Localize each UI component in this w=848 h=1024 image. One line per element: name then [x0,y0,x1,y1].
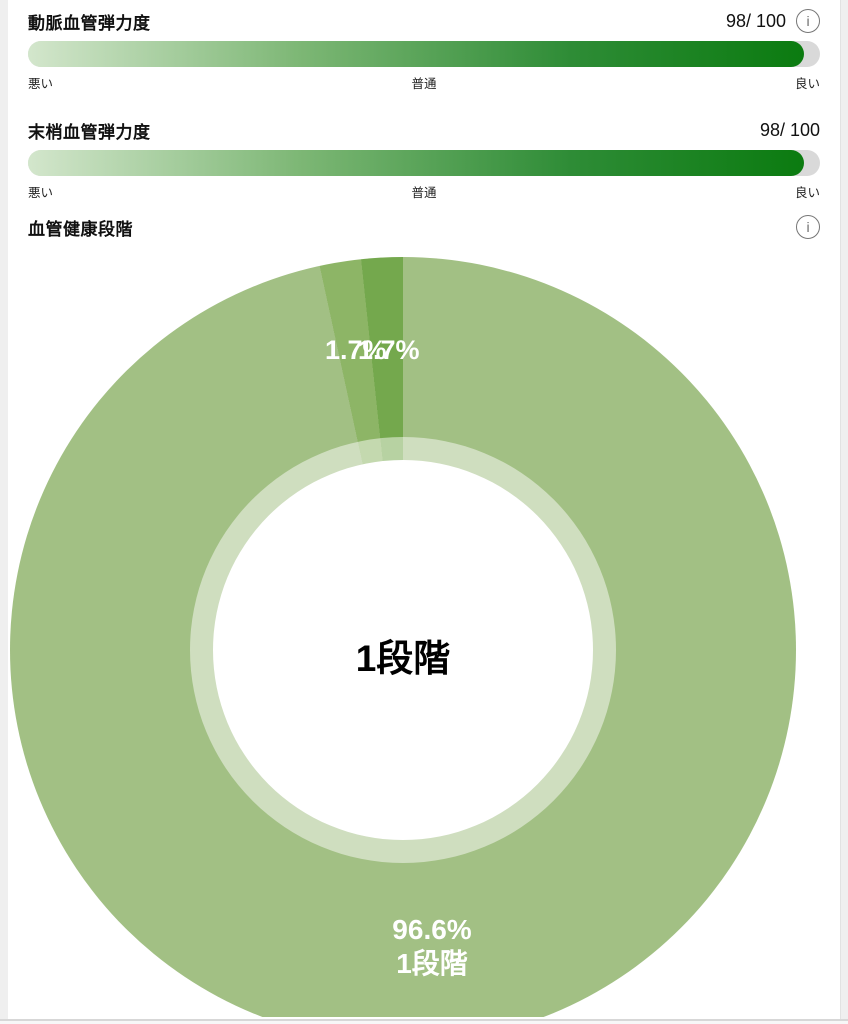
donut-overlay [10,257,796,1017]
metric-title: 動脈血管弾力度 [28,13,151,33]
stage-title: 血管健康段階 [28,219,133,239]
info-icon[interactable]: i [796,9,820,33]
scale-label-normal: 普通 [411,77,437,91]
scale-label-normal: 普通 [411,186,437,200]
slice-label-main: 96.6% 1段階 [392,913,471,981]
metric-peripheral-elasticity: 末梢血管弾力度 98/ 100 悪い 普通 良い [28,117,820,200]
scale-label-bad: 悪い [28,186,54,200]
elasticity-gauge-track [28,41,820,67]
stage-donut-chart: 1.7% 1.7% 96.6% 1段階 1段階 [8,249,840,1017]
scale-label-bad: 悪い [28,77,54,91]
scrollbar-gutter [840,0,848,1024]
elasticity-gauge-fill [28,150,805,176]
info-icon[interactable]: i [796,215,820,239]
vessel-health-stage-section: 血管健康段階 i 1.7% 1.7% 96.6% 1段階 1段階 [10,213,820,1017]
slice-label-2: 1.7% [325,335,387,365]
metric-score: 98/ 100 [759,119,820,140]
metric-score: 98/ 100 [725,10,786,31]
scale-label-good: 良い [794,186,820,200]
stage-header: 血管健康段階 i [28,213,820,241]
metric-header: 末梢血管弾力度 98/ 100 [28,117,820,143]
next-section-background [0,1021,848,1024]
gauge-scale-labels: 悪い 普通 良い [28,73,820,91]
elasticity-gauge-fill [28,41,805,67]
metric-header: 動脈血管弾力度 98/ 100 i [28,8,820,34]
elasticity-gauge-track [28,150,820,176]
donut-hole [213,460,593,840]
donut-center-label: 1段階 [355,638,451,679]
scale-label-good: 良い [794,77,820,91]
content-area: 動脈血管弾力度 98/ 100 i 悪い 普通 良い 末梢血管弾力度 98/ 1… [8,0,840,1024]
metric-title: 末梢血管弾力度 [28,122,151,142]
gauge-scale-labels: 悪い 普通 良い [28,182,820,200]
slice-main-percent: 96.6% [392,914,472,945]
section-divider [0,1019,848,1021]
slice-label-3: 1.7% [358,335,420,365]
slice-main-name: 1段階 [396,948,468,979]
metric-arterial-elasticity: 動脈血管弾力度 98/ 100 i 悪い 普通 良い [28,8,820,91]
page-edge-gutter-left [0,0,8,1024]
